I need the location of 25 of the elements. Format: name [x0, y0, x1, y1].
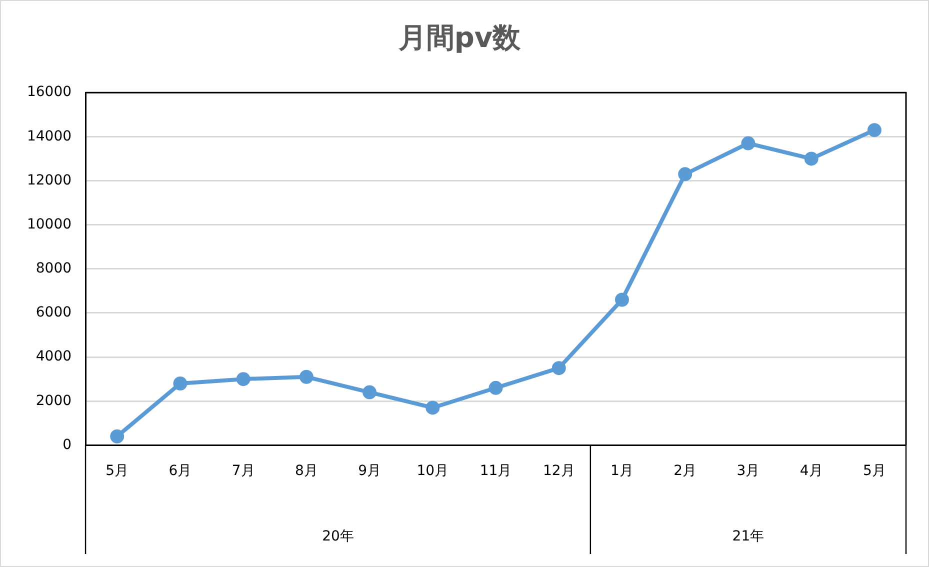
text: 21年	[732, 528, 764, 545]
x-tick-label: 3月	[736, 463, 760, 480]
x-tick-label: 7月	[232, 463, 255, 480]
x-tick-label: 1月	[610, 463, 634, 480]
text: 20年	[322, 528, 354, 545]
x-tick-label: 6月	[168, 463, 192, 480]
y-tick-label: 8000	[36, 260, 72, 277]
y-tick-label: 4000	[36, 348, 72, 365]
y-tick-label: 10000	[26, 216, 72, 232]
y-tick-label: 6000	[36, 304, 72, 321]
x-tick-label: 5月	[862, 463, 886, 480]
y-tick-label: 2000	[36, 392, 72, 409]
y-tick-label: 14000	[26, 128, 72, 144]
x-tick-label: 4月	[800, 463, 823, 480]
x-tick-label: 9月	[358, 463, 382, 480]
x-tick-label: 5月	[106, 463, 129, 480]
y-tick-label: 16000	[26, 84, 72, 100]
x-tick-label: 2月	[674, 463, 697, 480]
x-tick-label: 11月	[480, 463, 512, 480]
x-tick-label: 10月	[416, 463, 449, 480]
y-tick-label: 12000	[26, 172, 72, 188]
x-tick-label: 8月	[294, 463, 318, 480]
chart-title: 月間pv数	[397, 21, 522, 54]
x-tick-label: 12月	[542, 463, 575, 480]
y-tick-label: 0	[62, 436, 72, 453]
